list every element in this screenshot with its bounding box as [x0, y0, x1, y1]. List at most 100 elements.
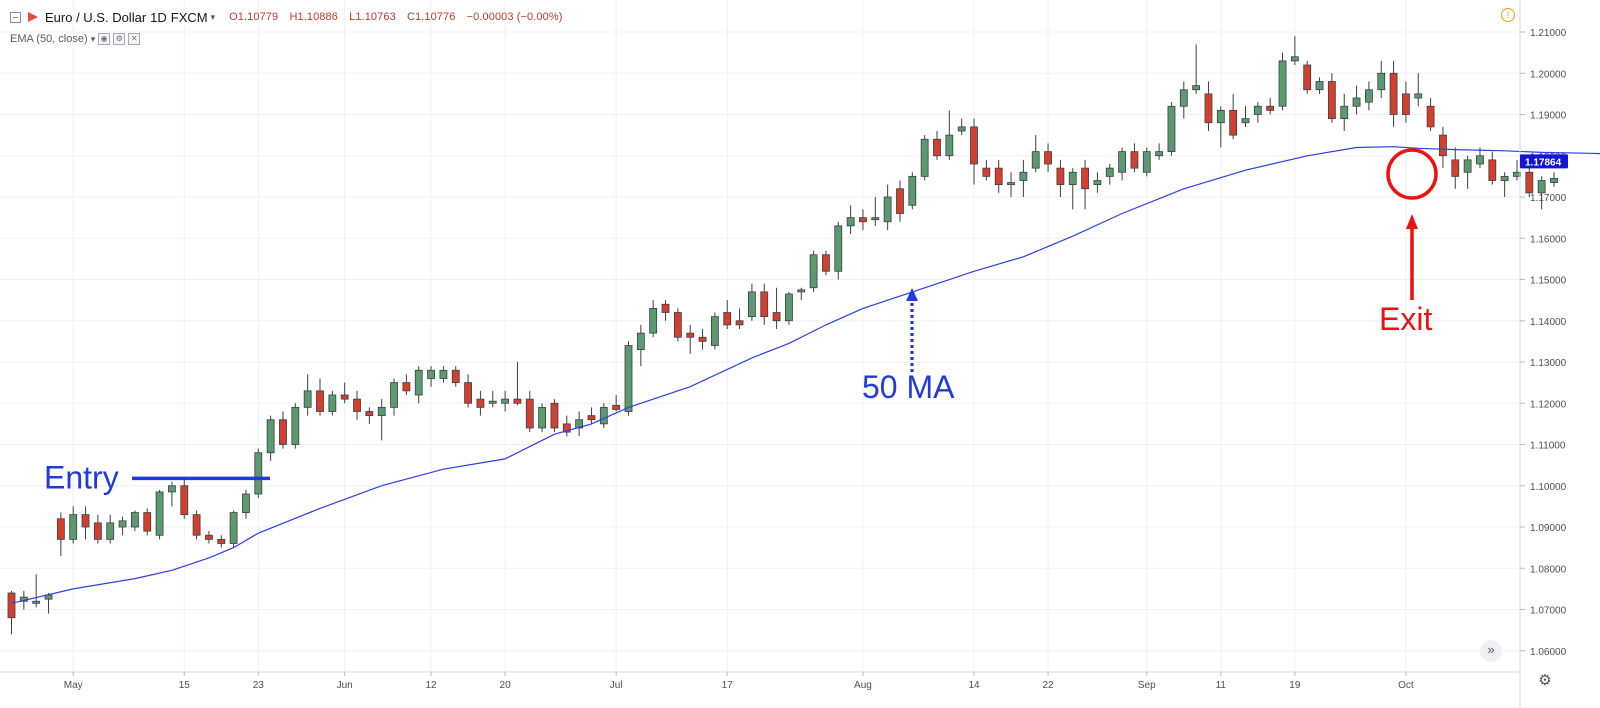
candle-body-up: [1192, 85, 1201, 91]
candle-body-up: [377, 406, 386, 417]
candle-body-up: [1476, 155, 1484, 165]
interval-label[interactable]: 1D: [150, 9, 167, 25]
price-tick-label: 1.09000: [1530, 523, 1567, 534]
price-tick-label: 1.16000: [1530, 234, 1567, 245]
candle-body-up: [501, 398, 510, 404]
last-price-label: 1.17864: [1520, 154, 1568, 169]
candle: [673, 308, 682, 342]
candle: [859, 209, 867, 230]
candle: [1093, 172, 1102, 193]
eye-icon[interactable]: ◉: [98, 33, 111, 45]
candle-body-down: [1327, 81, 1336, 120]
time-tick-label: May: [64, 680, 83, 691]
chevron-down-icon[interactable]: ▾: [90, 33, 96, 44]
candle-body-up: [439, 369, 448, 379]
candle-body-down: [451, 369, 460, 384]
time-tick-label: 17: [722, 680, 734, 691]
candle: [130, 510, 139, 532]
time-tick-label: 11: [1216, 680, 1227, 691]
price-tick-label: 1.12000: [1530, 399, 1567, 410]
candle-body-down: [217, 538, 226, 544]
candle-body-up: [649, 307, 658, 334]
candle: [624, 341, 633, 416]
candle-body-up: [1315, 81, 1324, 91]
candle-body-up: [1093, 180, 1102, 186]
candle-body-up: [1278, 60, 1287, 107]
candle-body-up: [846, 217, 855, 227]
candle: [501, 390, 510, 412]
candle-body-down: [1451, 159, 1460, 177]
candle: [81, 506, 90, 540]
candle: [809, 250, 818, 292]
candle-body-up: [834, 225, 843, 272]
time-tick-label: Jul: [610, 680, 623, 691]
candle-body-up: [1118, 151, 1126, 173]
candle-body-up: [266, 419, 275, 454]
candle: [1439, 126, 1447, 169]
candle: [920, 135, 929, 181]
candle: [1031, 135, 1040, 173]
collapse-icon[interactable]: [10, 11, 21, 23]
high-value: H1.10886: [289, 11, 338, 23]
candle-body-down: [525, 398, 534, 429]
candle-body-up: [155, 491, 164, 536]
gear-icon[interactable]: ⚙: [113, 33, 126, 45]
candle: [143, 508, 152, 536]
symbol-title[interactable]: Euro / U.S. Dollar: [45, 9, 147, 25]
candle-body-down: [464, 382, 472, 404]
warning-icon[interactable]: !: [1501, 8, 1515, 22]
candle: [1068, 168, 1077, 210]
candlestick-series: [7, 36, 1558, 635]
candle: [1253, 102, 1262, 123]
candle: [464, 374, 472, 408]
candle: [1402, 81, 1410, 123]
symbol-header: Euro / U.S. Dollar 1D FXCM ▾ O1.10779 H1…: [10, 8, 571, 26]
candle-body-down: [81, 514, 90, 528]
candle: [1216, 106, 1225, 148]
candle: [1537, 176, 1546, 210]
candle-body-down: [772, 312, 781, 322]
chevron-down-icon[interactable]: ▾: [210, 11, 216, 22]
candle-body-up: [118, 520, 127, 528]
candle: [575, 411, 584, 437]
candle: [414, 366, 423, 404]
candle: [1476, 147, 1484, 169]
low-value: L1.10763: [349, 11, 396, 23]
candle-body-up: [920, 138, 929, 177]
exchange-label[interactable]: FXCM: [170, 9, 208, 25]
candle-body-down: [180, 485, 189, 516]
close-icon[interactable]: ✕: [128, 33, 141, 45]
candle: [328, 390, 337, 416]
price-tick-label: 1.13000: [1530, 358, 1567, 369]
candle-body-up: [1500, 175, 1509, 181]
candle: [390, 378, 398, 416]
time-tick-label: Oct: [1398, 680, 1414, 691]
candle: [538, 403, 547, 433]
candle-body-up: [599, 406, 608, 425]
candle-body-down: [982, 167, 991, 177]
time-axis[interactable]: May 15 23 Jun 12 20 Jul 17 Aug 14 22 Sep 11 19 Oct: [0, 671, 1520, 691]
price-tick-label: 1.11000: [1530, 441, 1566, 452]
candle-body-down: [735, 320, 744, 326]
indicator-label[interactable]: EMA (50, close): [10, 33, 88, 45]
candle: [439, 366, 448, 383]
candle-body-down: [365, 411, 374, 417]
candle: [340, 382, 349, 404]
exit-arrow-head: [1406, 214, 1418, 229]
candle: [93, 514, 102, 544]
candle: [612, 395, 621, 412]
double-chevron-right-icon[interactable]: »: [1480, 640, 1502, 662]
settings-gear-icon[interactable]: ⚙: [1538, 672, 1552, 689]
candle-body-up: [488, 400, 497, 404]
price-axis[interactable]: 1.210001.200001.190001.180001.170001.160…: [1519, 0, 1567, 708]
price-tick-label: 1.20000: [1530, 69, 1567, 80]
candle-body-up: [1340, 105, 1349, 120]
candle-body-down: [513, 398, 522, 404]
candle: [1525, 164, 1534, 197]
ma-arrow-head: [906, 288, 918, 301]
time-tick-label: 23: [253, 680, 265, 691]
candle: [525, 390, 534, 433]
candle-body-up: [1142, 151, 1151, 173]
time-tick-label: 14: [968, 680, 980, 691]
